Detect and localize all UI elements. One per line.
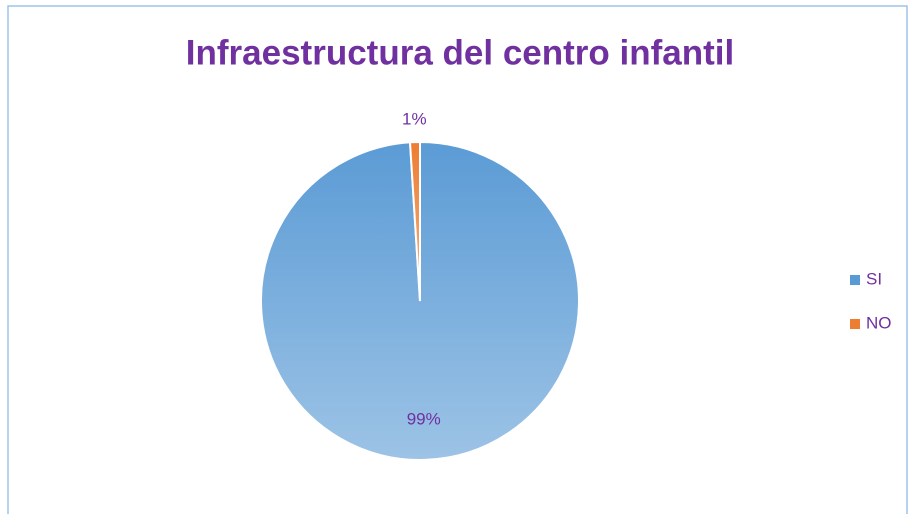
data-label: 99% <box>407 410 441 429</box>
legend-label: NO <box>866 313 892 332</box>
legend-swatch <box>850 275 860 285</box>
pie-slice <box>408 140 421 302</box>
data-label: 1% <box>402 110 427 129</box>
legend-label: SI <box>866 269 882 288</box>
chart-title: Infraestructura del centro infantil <box>186 33 734 72</box>
legend-swatch <box>850 319 860 329</box>
